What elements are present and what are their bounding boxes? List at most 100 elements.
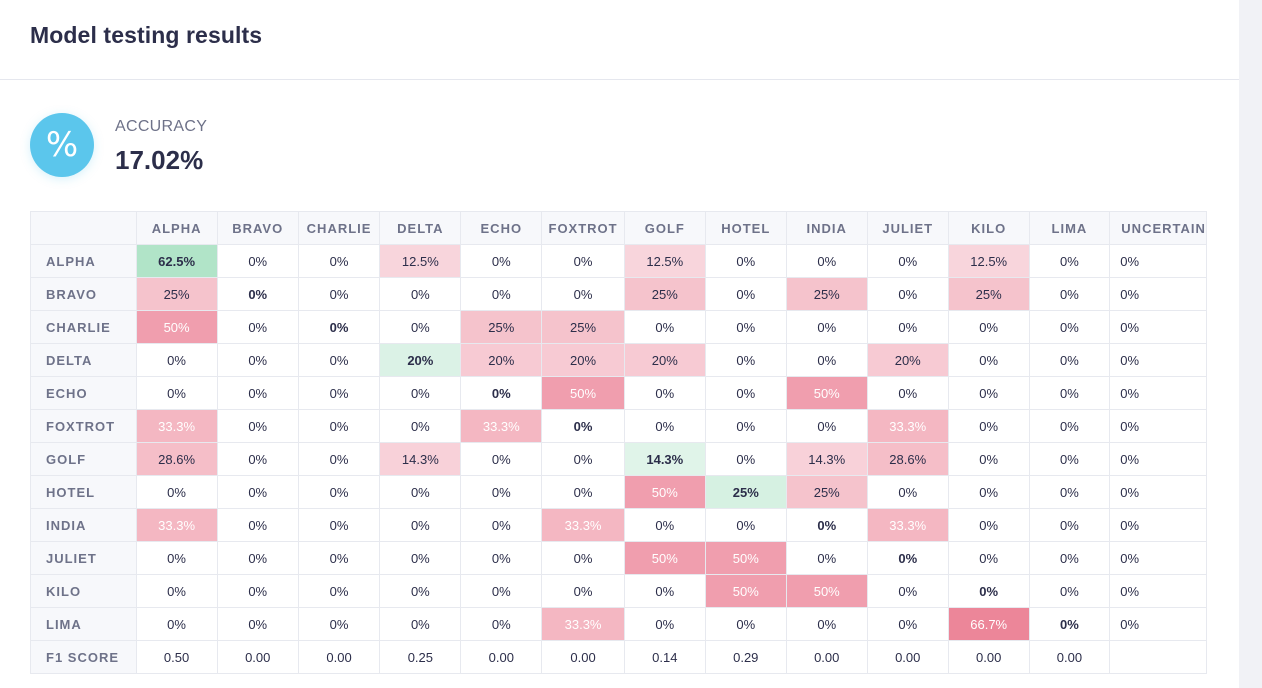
matrix-cell: 25% [135, 277, 218, 311]
f1-score-cell: 0.00 [297, 640, 381, 674]
matrix-cell: 0% [216, 310, 299, 344]
matrix-cell: 0% [947, 310, 1030, 344]
matrix-cell: 0% [135, 574, 218, 608]
matrix-cell: 25% [623, 277, 706, 311]
matrix-row: INDIA 33.3% 0% 0% 0% 0% 33.3% 0% 0% 0% 33.3% 0% 0% 0% [30, 508, 1207, 542]
matrix-cell: 0% [947, 442, 1030, 476]
f1-score-cell: 0.00 [541, 640, 625, 674]
matrix-cell: 0% [297, 442, 381, 476]
matrix-cell: 50% [135, 310, 218, 344]
matrix-cell: 0% [623, 508, 706, 542]
matrix-cell: 25% [785, 475, 868, 509]
matrix-cell: 0% [704, 277, 787, 311]
matrix-cell: 12.5% [623, 244, 706, 278]
matrix-cell: 0% [1109, 508, 1207, 542]
f1-score-cell: 0.29 [704, 640, 787, 674]
matrix-row: GOLF 28.6% 0% 0% 14.3% 0% 0% 14.3% 0% 14.3% 28.6% 0… [30, 442, 1207, 476]
matrix-cell: 0% [785, 508, 868, 542]
matrix-cell: 50% [704, 541, 787, 575]
matrix-cell: 0% [947, 376, 1030, 410]
matrix-cell: 0% [460, 541, 543, 575]
f1-score-cell: 0.25 [379, 640, 462, 674]
matrix-cell: 0% [460, 376, 543, 410]
f1-score-cell: 0.00 [216, 640, 299, 674]
matrix-cell: 0% [1028, 310, 1111, 344]
matrix-cell: 0% [541, 277, 625, 311]
matrix-cell: 0% [460, 442, 543, 476]
matrix-cell: 0% [623, 574, 706, 608]
matrix-cell: 0% [704, 244, 787, 278]
matrix-cell: 0% [379, 574, 462, 608]
column-header-alpha: ALPHA [135, 211, 218, 245]
column-header-bravo: BRAVO [216, 211, 299, 245]
matrix-cell: 0% [1109, 244, 1207, 278]
scrollbar-track[interactable] [1239, 0, 1262, 688]
matrix-cell: 0% [704, 376, 787, 410]
confusion-matrix-container[interactable]: ALPHA BRAVO CHARLIE DELTA ECHO FOXTROT GOLF HOT… [30, 211, 1207, 674]
matrix-cell: 0% [866, 541, 949, 575]
matrix-cell: 0% [216, 574, 299, 608]
matrix-cell: 50% [541, 376, 625, 410]
matrix-cell: 0% [135, 541, 218, 575]
row-label: CHARLIE [30, 310, 137, 344]
matrix-cell: 0% [379, 310, 462, 344]
matrix-cell: 0% [216, 607, 299, 641]
matrix-cell: 25% [541, 310, 625, 344]
page-header: Model testing results [0, 0, 1239, 80]
matrix-cell: 0% [1028, 574, 1111, 608]
matrix-cell: 14.3% [785, 442, 868, 476]
matrix-cell: 0% [379, 376, 462, 410]
matrix-row: ECHO 0% 0% 0% 0% 0% 50% 0% 0% 50% 0% 0% 0% 0% [30, 376, 1207, 410]
matrix-cell: 12.5% [379, 244, 462, 278]
matrix-row: ALPHA 62.5% 0% 0% 12.5% 0% 0% 12.5% 0% 0% 0% 12.5% 0… [30, 244, 1207, 278]
row-label: HOTEL [30, 475, 137, 509]
row-label: LIMA [30, 607, 137, 641]
matrix-cell: 0% [1028, 442, 1111, 476]
accuracy-value: 17.02% [115, 145, 204, 175]
column-header-india: INDIA [785, 211, 868, 245]
matrix-cell: 0% [135, 343, 218, 377]
matrix-cell: 0% [460, 277, 543, 311]
row-label: JULIET [30, 541, 137, 575]
matrix-cell: 0% [704, 310, 787, 344]
row-label: KILO [30, 574, 137, 608]
matrix-cell: 0% [297, 574, 381, 608]
matrix-cell: 0% [785, 310, 868, 344]
matrix-cell: 0% [1028, 541, 1111, 575]
matrix-cell: 12.5% [947, 244, 1030, 278]
column-header-hotel: HOTEL [704, 211, 787, 245]
matrix-cell: 33.3% [541, 607, 625, 641]
matrix-cell: 33.3% [135, 409, 218, 443]
matrix-row: JULIET 0% 0% 0% 0% 0% 0% 50% 50% 0% 0% 0% 0% 0% [30, 541, 1207, 575]
matrix-cell: 0% [1109, 376, 1207, 410]
matrix-cell: 33.3% [866, 508, 949, 542]
matrix-row: LIMA 0% 0% 0% 0% 0% 33.3% 0% 0% 0% 0% 66.7% 0% 0% [30, 607, 1207, 641]
matrix-cell: 33.3% [541, 508, 625, 542]
matrix-cell: 0% [541, 541, 625, 575]
matrix-cell: 0% [216, 244, 299, 278]
matrix-cell: 33.3% [135, 508, 218, 542]
matrix-cell: 28.6% [866, 442, 949, 476]
matrix-cell: 20% [541, 343, 625, 377]
matrix-cell: 62.5% [135, 244, 218, 278]
matrix-cell: 0% [379, 475, 462, 509]
f1-score-cell: 0.50 [135, 640, 218, 674]
matrix-cell: 0% [623, 310, 706, 344]
matrix-cell: 0% [297, 244, 381, 278]
matrix-cell: 0% [216, 376, 299, 410]
matrix-cell: 0% [704, 409, 787, 443]
matrix-row: BRAVO 25% 0% 0% 0% 0% 0% 25% 0% 25% 0% 25% 0% 0% [30, 277, 1207, 311]
matrix-cell: 0% [947, 475, 1030, 509]
matrix-cell: 33.3% [866, 409, 949, 443]
matrix-cell: 0% [135, 607, 218, 641]
matrix-cell: 0% [1109, 574, 1207, 608]
matrix-cell: 0% [460, 574, 543, 608]
column-header-echo: ECHO [460, 211, 543, 245]
matrix-cell: 0% [541, 475, 625, 509]
matrix-cell: 20% [623, 343, 706, 377]
matrix-cell: 14.3% [623, 442, 706, 476]
matrix-cell: 0% [1028, 277, 1111, 311]
matrix-cell: 0% [297, 376, 381, 410]
matrix-cell: 0% [704, 607, 787, 641]
f1-score-cell: 0.00 [460, 640, 543, 674]
